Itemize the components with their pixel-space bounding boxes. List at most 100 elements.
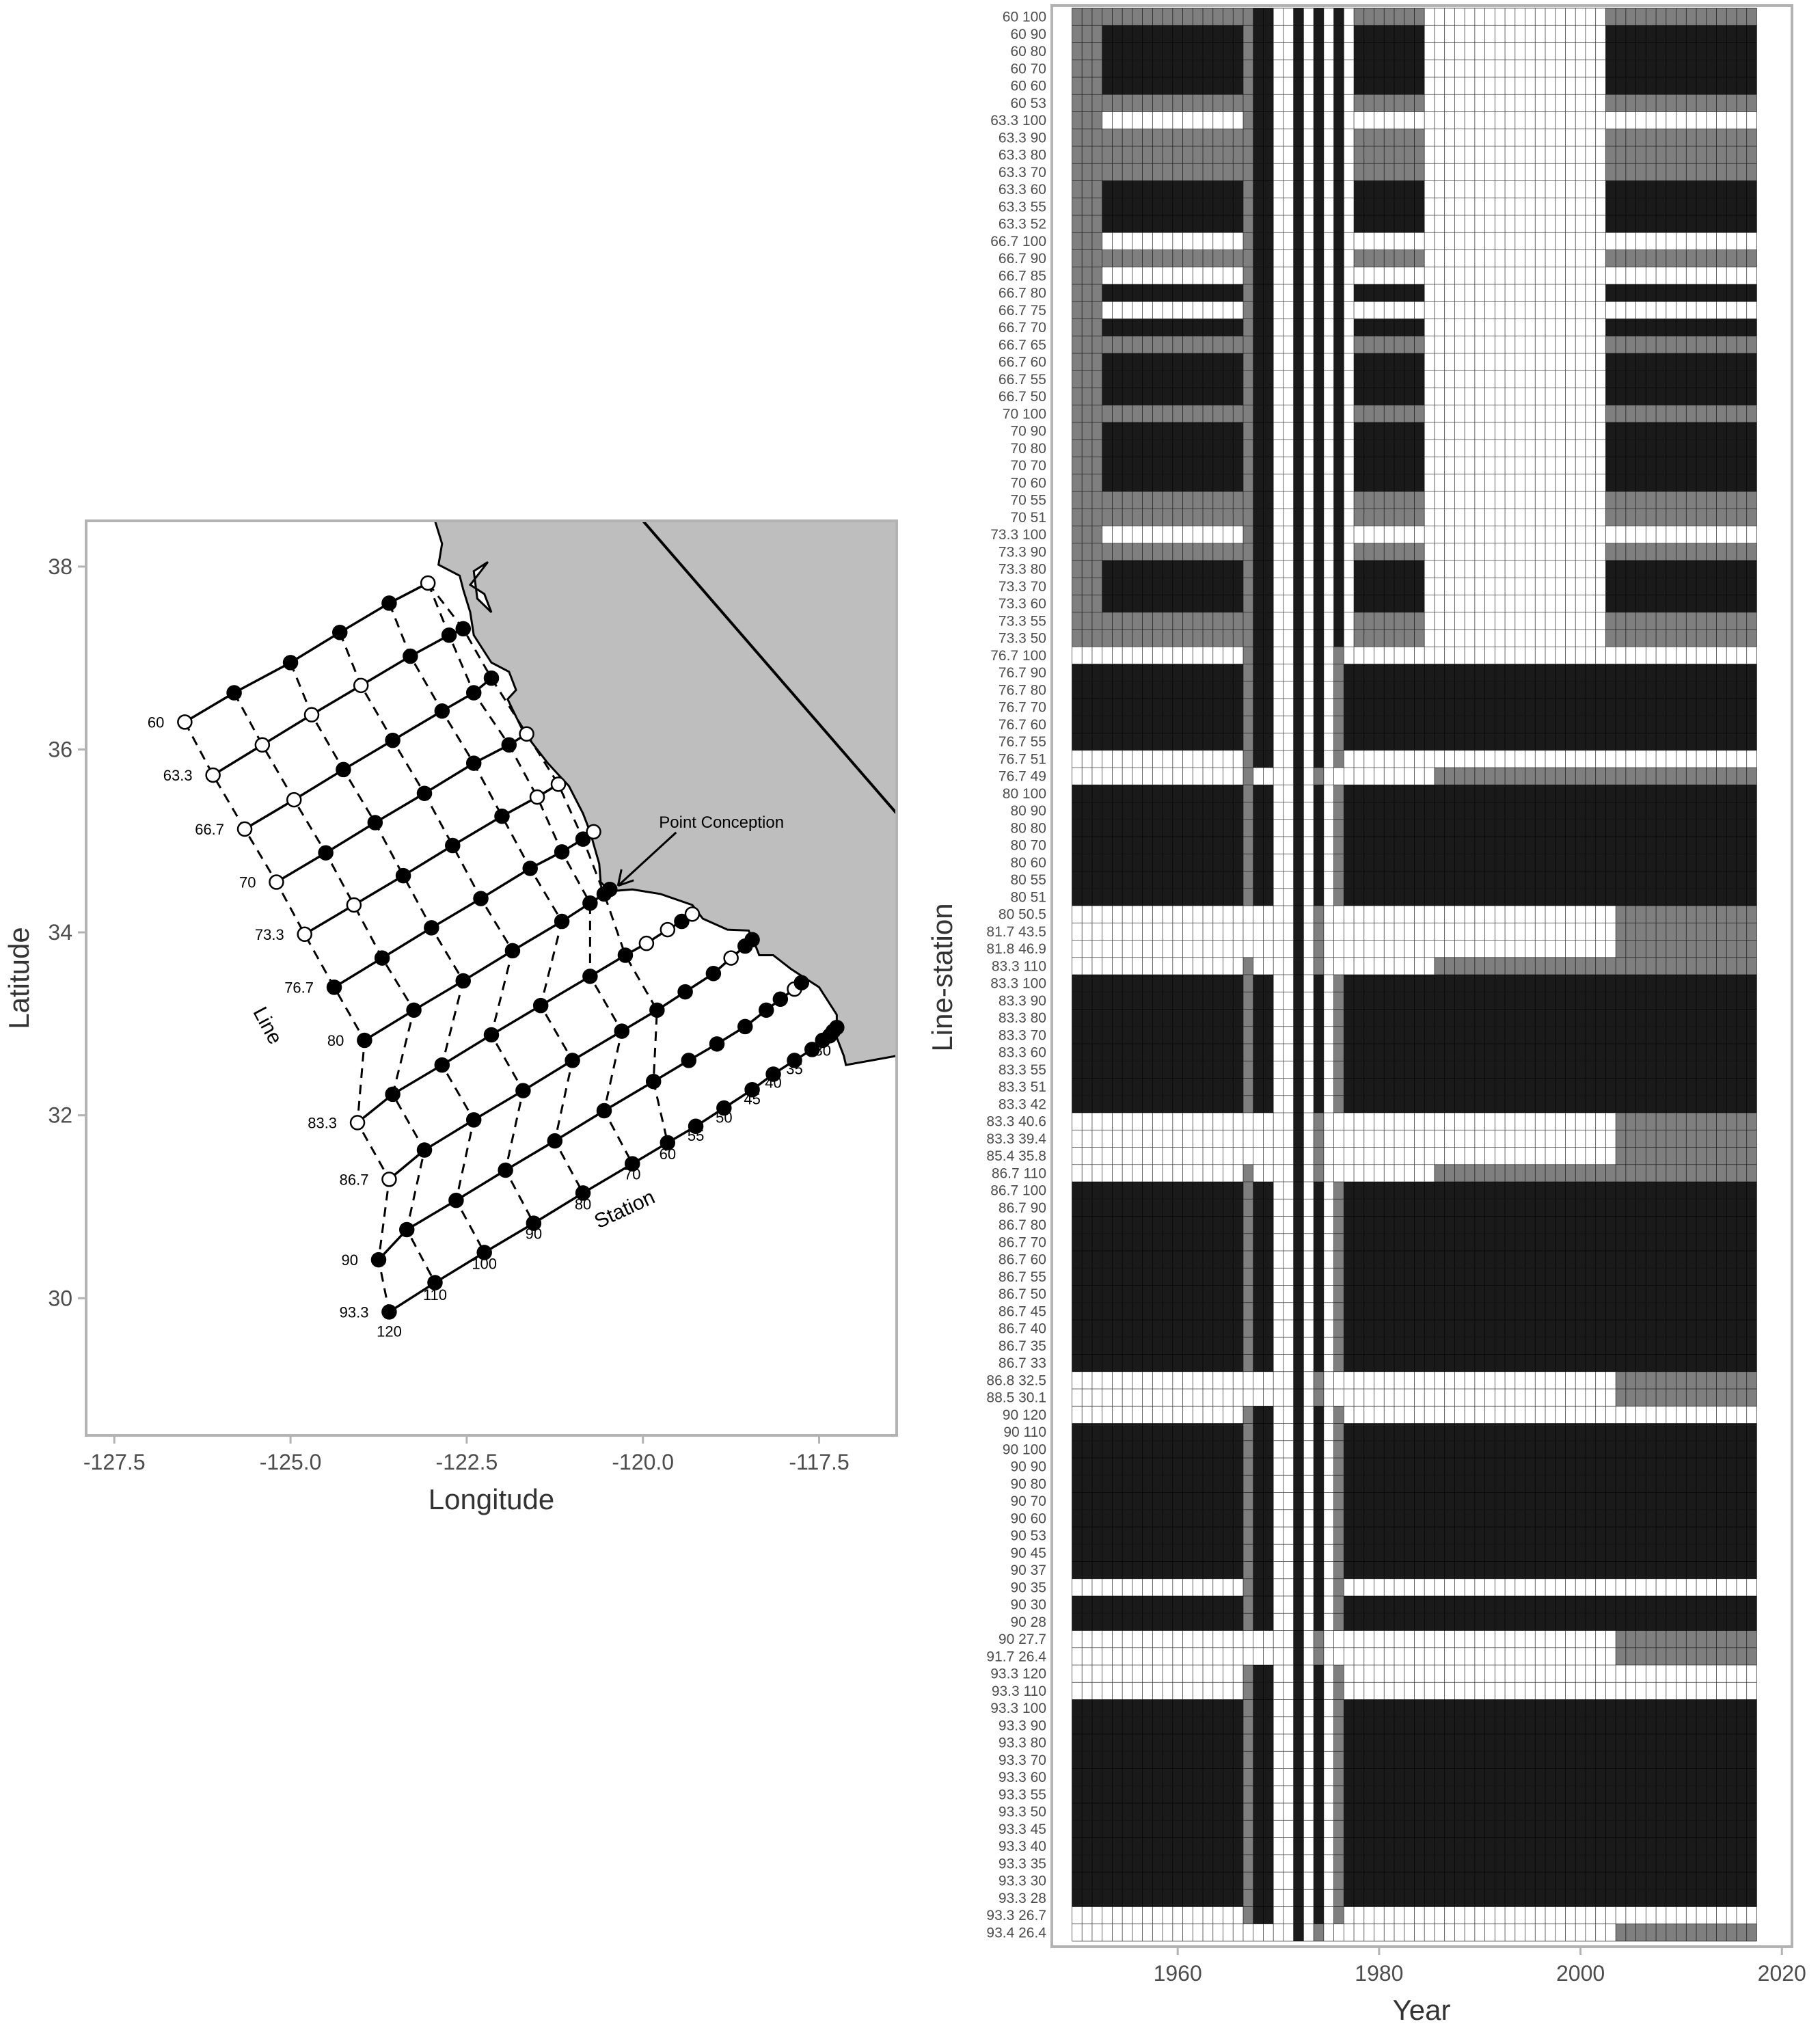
heatmap-cell-run bbox=[1333, 1768, 1344, 1786]
heatmap-cell-run bbox=[1344, 215, 1355, 233]
heatmap-cell-run bbox=[1293, 457, 1304, 474]
heatmap-cell-run bbox=[1333, 716, 1344, 733]
heatmap-cell-run bbox=[1344, 1716, 1757, 1734]
heatmap-cell-run bbox=[1293, 630, 1304, 647]
heatmap-cell-run bbox=[1303, 837, 1314, 854]
station-point bbox=[554, 913, 570, 930]
heatmap-cell-run bbox=[1333, 1354, 1344, 1372]
row-label: 86.7 80 bbox=[999, 1217, 1046, 1233]
heatmap-cell-run bbox=[1072, 25, 1102, 43]
row-label: 86.8 32.5 bbox=[986, 1373, 1046, 1388]
heatmap-cell-run bbox=[1314, 1095, 1324, 1113]
heatmap-cell-run bbox=[1323, 923, 1616, 941]
row-label: 66.7 55 bbox=[999, 372, 1046, 388]
heatmap-cell-run bbox=[1344, 1544, 1757, 1562]
heatmap-cell-run bbox=[1323, 1095, 1334, 1113]
row-label: 93.3 100 bbox=[990, 1701, 1046, 1716]
heatmap-cell-run bbox=[1293, 1544, 1304, 1562]
line-label: 80 bbox=[327, 1032, 344, 1049]
heatmap-cell-run bbox=[1333, 94, 1344, 112]
line-label: 86.7 bbox=[340, 1171, 369, 1188]
heatmap-cell-run bbox=[1072, 785, 1243, 802]
heatmap-cell-run bbox=[1333, 1785, 1344, 1803]
heatmap-cell-run bbox=[1303, 1613, 1314, 1631]
heatmap-x-tick-label: 1960 bbox=[1154, 1961, 1202, 1986]
station-point bbox=[596, 1103, 612, 1119]
station-point bbox=[772, 991, 789, 1008]
heatmap-cell-run bbox=[1072, 301, 1102, 319]
heatmap-cell-run bbox=[1072, 1406, 1243, 1424]
row-label: 63.3 90 bbox=[999, 130, 1046, 146]
heatmap-cell-run bbox=[1344, 457, 1355, 474]
heatmap-cell-run bbox=[1303, 1578, 1314, 1596]
heatmap-cell-run bbox=[1333, 664, 1344, 681]
heatmap-cell-run bbox=[1072, 888, 1243, 906]
station-point bbox=[575, 1185, 591, 1201]
row-label: 80 51 bbox=[1010, 889, 1046, 905]
heatmap-cell-run bbox=[1354, 543, 1425, 560]
heatmap-cell-run bbox=[1344, 1337, 1757, 1355]
heatmap-cell-run bbox=[1293, 837, 1304, 854]
heatmap-cell-run bbox=[1323, 59, 1334, 77]
heatmap-cell-run bbox=[1303, 1527, 1314, 1545]
station-point bbox=[374, 950, 390, 966]
heatmap-cell-run bbox=[1323, 1923, 1616, 1941]
heatmap-cell-run bbox=[1293, 284, 1304, 302]
station-point bbox=[465, 755, 482, 771]
heatmap-cell-run bbox=[1333, 215, 1344, 233]
heatmap-cell-run bbox=[1323, 1527, 1334, 1545]
row-label: 93.3 30 bbox=[999, 1874, 1046, 1889]
heatmap-cell-run bbox=[1344, 1251, 1757, 1269]
heatmap-cell-run bbox=[1333, 163, 1344, 181]
heatmap-cell-run bbox=[1314, 1389, 1324, 1407]
station-point bbox=[349, 1115, 366, 1131]
station-point bbox=[297, 926, 312, 943]
station-label: 45 bbox=[744, 1091, 760, 1108]
map-x-tick-label: -127.5 bbox=[83, 1450, 146, 1474]
heatmap-cell-run bbox=[1242, 301, 1253, 319]
station-point bbox=[758, 1002, 774, 1018]
heatmap-cell-run bbox=[1293, 1854, 1304, 1872]
station-point bbox=[501, 737, 517, 753]
map-y-tick-label: 36 bbox=[48, 738, 72, 762]
heatmap-cell-run bbox=[1303, 1061, 1314, 1079]
heatmap-cell-run bbox=[1293, 163, 1304, 181]
heatmap-cell-run bbox=[1072, 1251, 1243, 1269]
row-label: 73.3 90 bbox=[999, 544, 1046, 560]
heatmap-cell-run bbox=[1344, 1803, 1757, 1821]
heatmap-cell-run bbox=[1072, 957, 1243, 975]
heatmap-cell-run bbox=[1344, 1613, 1757, 1631]
heatmap-cell-run bbox=[1333, 457, 1344, 474]
heatmap-cell-run bbox=[1344, 1475, 1757, 1493]
heatmap-cell-run bbox=[1242, 1751, 1253, 1769]
heatmap-cell-run bbox=[1314, 1803, 1324, 1821]
heatmap-cell-run bbox=[1323, 457, 1334, 474]
row-label: 90 53 bbox=[1010, 1528, 1046, 1544]
heatmap-cell-run bbox=[1293, 405, 1304, 422]
station-point bbox=[381, 1304, 397, 1320]
heatmap-cell-run bbox=[1293, 716, 1304, 733]
heatmap-cell-run bbox=[1354, 474, 1425, 491]
map-y-tick-label: 30 bbox=[48, 1286, 72, 1310]
heatmap-cell-run bbox=[1314, 1837, 1324, 1855]
heatmap-cell-run bbox=[1242, 215, 1253, 233]
heatmap-cell-run bbox=[1072, 647, 1243, 664]
heatmap-cell-run bbox=[1333, 1561, 1344, 1579]
heatmap-cell-run bbox=[1303, 1026, 1314, 1044]
heatmap-cell-run bbox=[1303, 750, 1314, 768]
heatmap-cell-run bbox=[1242, 1906, 1253, 1924]
row-label: 85.4 35.8 bbox=[986, 1148, 1046, 1164]
heatmap-cell-run bbox=[1303, 146, 1314, 164]
heatmap-cell-run bbox=[1333, 1527, 1344, 1545]
heatmap-cell-run bbox=[1314, 681, 1324, 699]
heatmap-cell-run bbox=[1303, 163, 1314, 181]
heatmap-cell-run bbox=[1344, 1751, 1757, 1769]
cell-grid bbox=[1072, 8, 1757, 1942]
row-label: 70 51 bbox=[1010, 510, 1046, 526]
line-label: 70 bbox=[239, 874, 256, 891]
heatmap-cell-run bbox=[1344, 422, 1355, 440]
heatmap-cell-run bbox=[1314, 957, 1324, 975]
heatmap-cell-run bbox=[1072, 1785, 1243, 1803]
heatmap-cell-run bbox=[1344, 595, 1355, 612]
